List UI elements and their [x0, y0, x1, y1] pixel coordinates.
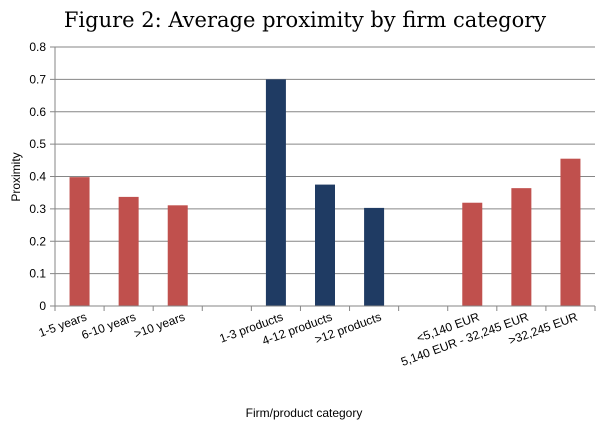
- y-tick-label: 0.7: [29, 72, 46, 86]
- y-tick-label: 0.1: [29, 267, 46, 281]
- axes: [50, 46, 596, 311]
- bar: [511, 188, 532, 306]
- y-tick-label: 0.2: [29, 234, 46, 248]
- x-axis-label: Firm/product category: [246, 406, 363, 420]
- bar: [364, 207, 385, 306]
- bar: [118, 196, 139, 306]
- bar: [265, 79, 286, 306]
- y-axis-label: Proximity: [9, 152, 23, 201]
- bars: [69, 79, 581, 306]
- chart-title: Figure 2: Average proximity by firm cate…: [64, 8, 546, 32]
- x-tick-label: >10 years: [132, 310, 187, 341]
- y-tick-label: 0.5: [29, 137, 46, 151]
- y-tick-label: 0.8: [29, 40, 46, 54]
- y-tick-label: 0.4: [29, 170, 46, 184]
- bar: [69, 177, 90, 306]
- y-tick-label: 0: [39, 299, 46, 313]
- x-tick-label: 1-5 years: [37, 310, 89, 340]
- y-tick-labels: 0 0.1 0.2 0.3 0.4 0.5 0.6 0.7 0.8: [29, 40, 46, 313]
- bar: [462, 202, 483, 306]
- bar: [315, 184, 335, 306]
- y-tick-label: 0.3: [29, 202, 46, 216]
- bar: [167, 205, 188, 306]
- y-tick-label: 0.6: [29, 105, 46, 119]
- bar: [560, 158, 581, 306]
- x-tick-label: 6-10 years: [80, 310, 138, 343]
